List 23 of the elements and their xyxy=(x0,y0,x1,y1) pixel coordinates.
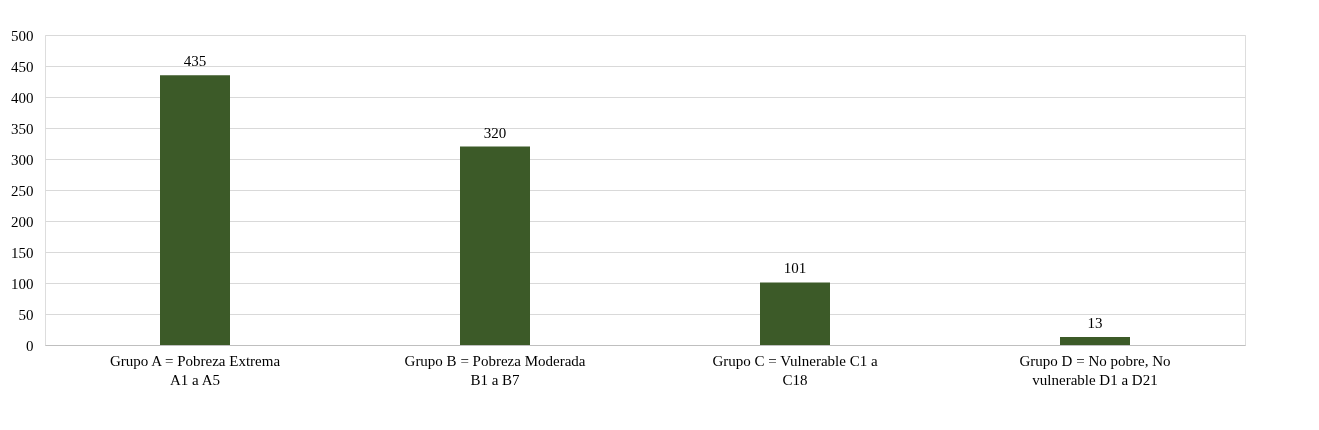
y-tick-label: 50 xyxy=(18,306,34,323)
x-tick-label: Grupo B = Pobreza Moderada B1 a B7 xyxy=(404,352,586,388)
data-label: 435 xyxy=(183,53,207,70)
data-label: 101 xyxy=(783,260,807,277)
bar xyxy=(160,75,230,345)
y-tick-label: 200 xyxy=(11,213,34,230)
y-tick-label: 450 xyxy=(11,58,34,75)
x-tick-label: Grupo C = Vulnerable C1 a C18 xyxy=(712,352,878,388)
y-tick-label: 100 xyxy=(11,275,34,292)
y-tick-label: 350 xyxy=(11,120,34,137)
x-tick-label: Grupo D = No pobre, No vulnerable D1 a D21 xyxy=(1019,352,1171,388)
y-tick-label: 300 xyxy=(11,151,34,168)
data-label: 320 xyxy=(483,124,507,141)
y-tick-label: 500 xyxy=(11,27,34,44)
bar xyxy=(760,282,830,345)
y-tick-label: 0 xyxy=(26,337,34,354)
y-tick-label: 150 xyxy=(11,244,34,261)
y-tick-label: 400 xyxy=(11,89,34,106)
bar xyxy=(460,146,530,345)
data-label: 13 xyxy=(1087,314,1103,331)
x-tick-label: Grupo A = Pobreza Extrema A1 a A5 xyxy=(109,352,281,388)
y-tick-label: 250 xyxy=(11,182,34,199)
bar xyxy=(1060,336,1130,345)
